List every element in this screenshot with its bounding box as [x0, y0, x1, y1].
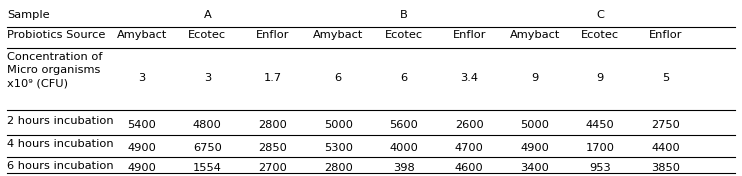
Text: 3: 3	[138, 73, 145, 83]
Text: 2600: 2600	[455, 120, 484, 130]
Text: 4900: 4900	[520, 143, 549, 153]
Text: 1554: 1554	[193, 163, 222, 173]
Text: Ecotec: Ecotec	[581, 30, 619, 40]
Text: 398: 398	[393, 163, 415, 173]
Text: 3400: 3400	[520, 163, 549, 173]
Text: 9: 9	[531, 73, 538, 83]
Text: 2800: 2800	[324, 163, 352, 173]
Text: 4600: 4600	[455, 163, 484, 173]
Text: 2 hours incubation: 2 hours incubation	[7, 116, 114, 126]
Text: Amybact: Amybact	[116, 30, 167, 40]
Text: 1700: 1700	[585, 143, 614, 153]
Text: A: A	[203, 10, 211, 20]
Text: 4700: 4700	[455, 143, 484, 153]
Text: Concentration of
Micro organisms
x10⁹ (CFU): Concentration of Micro organisms x10⁹ (C…	[7, 52, 103, 89]
Text: 2750: 2750	[651, 120, 680, 130]
Text: Amybact: Amybact	[313, 30, 364, 40]
Text: 9: 9	[597, 73, 604, 83]
Text: Probiotics Source: Probiotics Source	[7, 30, 106, 40]
Text: Sample: Sample	[7, 10, 50, 20]
Text: 5600: 5600	[390, 120, 418, 130]
Text: 4450: 4450	[585, 120, 614, 130]
Text: 2700: 2700	[258, 163, 287, 173]
Text: C: C	[596, 10, 604, 20]
Text: 953: 953	[589, 163, 611, 173]
Text: 4 hours incubation: 4 hours incubation	[7, 139, 114, 149]
Text: 1.7: 1.7	[263, 73, 282, 83]
Text: Ecotec: Ecotec	[188, 30, 226, 40]
Text: 3: 3	[204, 73, 211, 83]
Text: Amybact: Amybact	[510, 30, 559, 40]
Text: Ecotec: Ecotec	[384, 30, 423, 40]
Text: 4400: 4400	[651, 143, 680, 153]
Text: 5000: 5000	[324, 120, 352, 130]
Text: 2850: 2850	[258, 143, 287, 153]
Text: 4900: 4900	[128, 163, 157, 173]
Text: 3850: 3850	[651, 163, 680, 173]
Text: 5000: 5000	[520, 120, 549, 130]
Text: Enflor: Enflor	[453, 30, 486, 40]
Text: 4900: 4900	[128, 143, 157, 153]
Text: Enflor: Enflor	[649, 30, 682, 40]
Text: 6 hours incubation: 6 hours incubation	[7, 161, 114, 171]
Text: B: B	[400, 10, 407, 20]
Text: 6: 6	[400, 73, 407, 83]
Text: 5300: 5300	[324, 143, 352, 153]
Text: 4800: 4800	[193, 120, 222, 130]
Text: 5: 5	[662, 73, 669, 83]
Text: Enflor: Enflor	[256, 30, 289, 40]
Text: 3.4: 3.4	[460, 73, 478, 83]
Text: 6: 6	[335, 73, 342, 83]
Text: 4000: 4000	[390, 143, 418, 153]
Text: 2800: 2800	[258, 120, 287, 130]
Text: 6750: 6750	[193, 143, 222, 153]
Text: 5400: 5400	[128, 120, 157, 130]
